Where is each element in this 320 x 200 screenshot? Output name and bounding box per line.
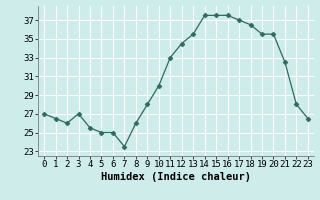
X-axis label: Humidex (Indice chaleur): Humidex (Indice chaleur): [101, 172, 251, 182]
